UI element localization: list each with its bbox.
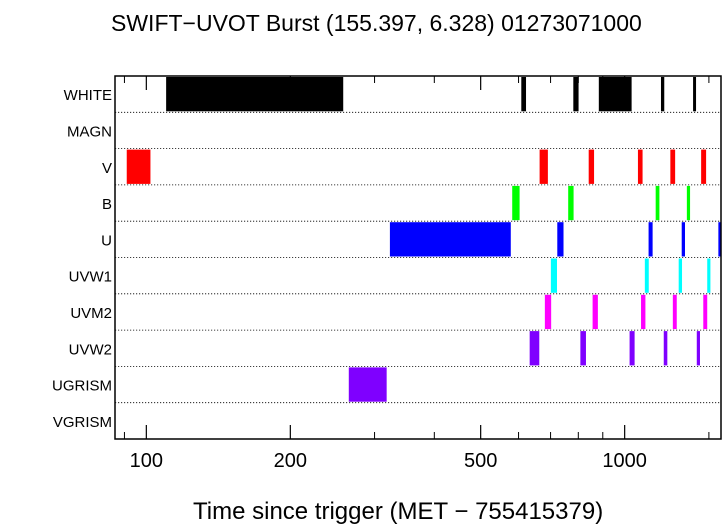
exposure-segment-uvw1 bbox=[550, 258, 557, 293]
exposure-segment-v bbox=[637, 149, 643, 184]
exposure-segment-u bbox=[648, 222, 653, 257]
filter-label-b: B bbox=[102, 196, 112, 213]
exposure-segment-uvm2 bbox=[592, 294, 598, 330]
filter-label-uvm2: UVM2 bbox=[70, 305, 112, 322]
exposure-segment-white bbox=[660, 77, 665, 112]
exposure-segment-white bbox=[693, 77, 697, 112]
x-tick-label: 100 bbox=[130, 450, 163, 472]
exposure-segment-uvw1 bbox=[678, 258, 683, 293]
exposure-segment-white bbox=[166, 77, 344, 112]
exposure-segment-white bbox=[521, 77, 527, 112]
x-tick-label: 200 bbox=[274, 450, 307, 472]
exposure-segments bbox=[126, 77, 721, 402]
exposure-segment-uvw2 bbox=[663, 331, 668, 366]
filter-label-v: V bbox=[102, 160, 112, 177]
x-axis-ticks: 100 200 500 1000 bbox=[123, 76, 710, 472]
exposure-segment-b bbox=[655, 185, 660, 221]
exposure-segment-uvm2 bbox=[544, 294, 552, 330]
exposure-segment-uvm2 bbox=[703, 294, 708, 330]
row-separators bbox=[115, 111, 721, 404]
exposure-segment-u bbox=[718, 222, 721, 257]
filter-label-uvw2: UVW2 bbox=[69, 341, 112, 358]
exposure-segment-uvw2 bbox=[629, 331, 635, 366]
filter-label-uvw1: UVW1 bbox=[69, 269, 112, 286]
exposure-segment-u bbox=[389, 222, 511, 257]
x-tick-label: 1000 bbox=[602, 450, 647, 472]
exposure-segment-uvm2 bbox=[641, 294, 646, 330]
exposure-segment-v bbox=[126, 149, 151, 184]
exposure-segment-uvw2 bbox=[580, 331, 586, 366]
filter-label-vgrism: VGRISM bbox=[53, 414, 112, 431]
filter-label-magn: MAGN bbox=[67, 123, 112, 140]
exposure-segment-white bbox=[573, 77, 579, 112]
filter-label-ugrism: UGRISM bbox=[52, 378, 112, 395]
exposure-segment-v bbox=[588, 149, 595, 184]
exposure-segment-u bbox=[557, 222, 564, 257]
exposure-segment-uvw1 bbox=[644, 258, 649, 293]
exposure-segment-ugrism bbox=[348, 367, 387, 402]
exposure-segment-v bbox=[701, 149, 707, 184]
exposure-segment-uvw2 bbox=[696, 331, 700, 366]
exposure-segment-v bbox=[670, 149, 676, 184]
exposure-segment-white bbox=[598, 77, 632, 112]
exposure-segment-uvw2 bbox=[529, 331, 540, 366]
filter-label-white: WHITE bbox=[64, 87, 112, 104]
filter-labels: WHITE MAGN V B U UVW1 UVM2 UVW2 UGRISM VGRISM bbox=[52, 87, 112, 431]
plot-border bbox=[114, 75, 722, 440]
chart-title: SWIFT−UVOT Burst (155.397, 6.328) 012730… bbox=[111, 10, 642, 36]
filter-label-u: U bbox=[101, 232, 112, 249]
exposure-segment-uvw1 bbox=[707, 258, 711, 293]
x-axis-label: Time since trigger (MET − 755415379) bbox=[193, 498, 603, 525]
exposure-segment-b bbox=[568, 185, 574, 221]
x-tick-label: 500 bbox=[464, 450, 497, 472]
exposure-segment-u bbox=[681, 222, 685, 257]
exposure-segment-uvm2 bbox=[672, 294, 677, 330]
exposure-segment-b bbox=[686, 185, 691, 221]
plot-frame bbox=[114, 75, 722, 440]
exposure-segment-v bbox=[539, 149, 548, 184]
exposure-segment-b bbox=[512, 185, 520, 221]
